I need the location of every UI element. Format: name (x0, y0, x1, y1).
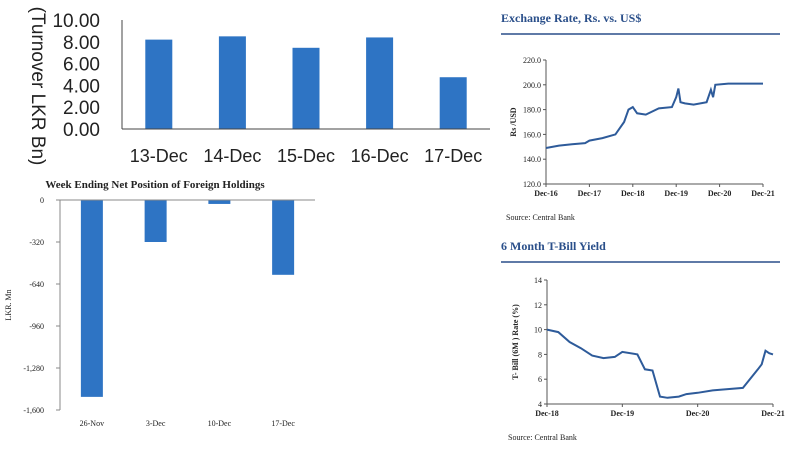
exchange-rate-y-tick-label: 180.0 (523, 106, 541, 115)
foreign-holdings-y-label: LKR. Mn (4, 289, 13, 320)
turnover-bar (439, 77, 467, 129)
foreign-holdings-x-tick-label: 17-Dec (271, 419, 295, 428)
tbill-x-tick-label: Dec-21 (761, 409, 785, 418)
exchange-rate-x-tick-label: Dec-16 (534, 189, 558, 198)
foreign-holdings-bar (208, 200, 231, 204)
tbill-y-tick-label: 6 (538, 375, 542, 384)
foreign-holdings-y-tick-label: -1,280 (23, 364, 44, 373)
foreign-holdings-y-tick-label: -640 (29, 280, 44, 289)
tbill-yield-line (546, 328, 774, 399)
exchange-rate-x-tick-label: Dec-20 (708, 189, 732, 198)
turnover-x-tick-label: 17-Dec (424, 146, 482, 166)
turnover-bar (366, 37, 394, 129)
tbill-y-tick-label: 12 (534, 301, 542, 310)
turnover-y-tick-label: 2.00 (63, 98, 100, 119)
turnover-chart: (Turnover LKR Bn) 0.002.004.006.008.0010… (27, 7, 490, 166)
turnover-y-axis-label: (Turnover LKR Bn) (27, 7, 48, 166)
foreign-holdings-y-tick-label: -960 (29, 322, 44, 331)
foreign-holdings-x-tick-label: 26-Nov (80, 419, 104, 428)
turnover-x-tick-label: 16-Dec (351, 146, 409, 166)
tbill-y-tick-label: 8 (538, 350, 542, 359)
turnover-y-tick-label: 6.00 (63, 55, 100, 76)
exchange-rate-y-tick-label: 160.0 (523, 130, 541, 139)
foreign-holdings-bar (144, 200, 167, 242)
tbill-yield-chart: 6 Month T-Bill Yield T- Bill (6M ) Rate … (501, 239, 785, 442)
foreign-holdings-y-tick-label: -320 (29, 238, 44, 247)
tbill-y-tick-label: 14 (534, 276, 542, 285)
foreign-holdings-x-tick-label: 3-Dec (146, 419, 166, 428)
foreign-holdings-x-tick-label: 10-Dec (208, 419, 232, 428)
turnover-bar (292, 47, 320, 129)
exchange-rate-y-label: Rs /USD (509, 107, 518, 136)
exchange-rate-x-tick-label: Dec-19 (664, 189, 688, 198)
foreign-holdings-title: Week Ending Net Position of Foreign Hold… (45, 179, 265, 191)
exchange-rate-y-tick-label: 200.0 (523, 81, 541, 90)
exchange-rate-y-tick-label: 140.0 (523, 155, 541, 164)
foreign-holdings-y-tick-label: -1,600 (23, 406, 44, 415)
foreign-holdings-chart: Week Ending Net Position of Foreign Hold… (4, 179, 315, 428)
exchange-rate-x-tick-label: Dec-21 (751, 189, 775, 198)
turnover-y-tick-label: 8.00 (63, 33, 100, 54)
turnover-y-tick-label: 10.00 (52, 11, 100, 32)
exchange-rate-y-tick-label: 220.0 (523, 56, 541, 65)
exchange-rate-y-tick-label: 120.0 (523, 180, 541, 189)
turnover-x-tick-label: 14-Dec (203, 146, 261, 166)
turnover-x-tick-label: 13-Dec (130, 146, 188, 166)
exchange-rate-title: Exchange Rate, Rs. vs. US$ (501, 11, 641, 25)
turnover-y-tick-label: 4.00 (63, 76, 100, 97)
exchange-rate-line (545, 82, 763, 149)
exchange-rate-x-tick-label: Dec-18 (621, 189, 645, 198)
turnover-y-tick-label: 0.00 (63, 120, 100, 141)
tbill-y-label: T- Bill (6M ) Rate (%) (511, 304, 520, 380)
foreign-holdings-y-tick-label: 0 (40, 196, 44, 205)
turnover-x-tick-label: 15-Dec (277, 146, 335, 166)
tbill-x-tick-label: Dec-18 (535, 409, 559, 418)
turnover-bar (145, 39, 173, 130)
tbill-y-tick-label: 4 (538, 400, 542, 409)
turnover-bar (218, 36, 246, 129)
tbill-x-tick-label: Dec-20 (686, 409, 710, 418)
tbill-source: Source: Central Bank (508, 433, 577, 442)
tbill-x-tick-label: Dec-19 (611, 409, 635, 418)
foreign-holdings-bar (80, 200, 103, 397)
tbill-y-tick-label: 10 (534, 326, 542, 335)
tbill-title: 6 Month T-Bill Yield (501, 239, 606, 253)
exchange-rate-chart: Exchange Rate, Rs. vs. US$ Rs /USD 120.0… (501, 11, 780, 222)
foreign-holdings-bar (272, 200, 295, 275)
exchange-rate-x-tick-label: Dec-17 (578, 189, 602, 198)
exchange-rate-source: Source: Central Bank (506, 213, 575, 222)
